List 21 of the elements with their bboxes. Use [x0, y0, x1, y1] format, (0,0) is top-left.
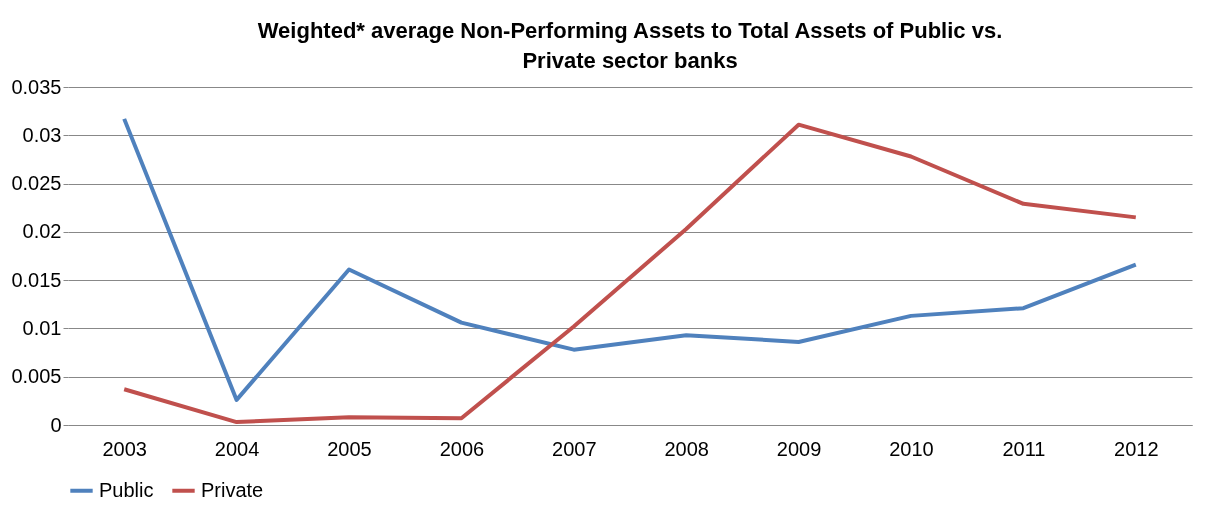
x-tick-label: 2005: [327, 437, 372, 460]
x-tick-label: 2009: [776, 437, 822, 460]
x-tick-label: 2008: [664, 437, 709, 460]
x-tick-label: 2003: [102, 437, 147, 460]
x-tick-label: 2006: [439, 437, 485, 460]
x-tick-label: 2004: [214, 437, 260, 460]
y-tick-label: 0.005: [11, 365, 62, 388]
y-tick-label: 0.02: [22, 220, 62, 243]
chart-title: Weighted* average Non-Performing Assets to Total Assets of Public vs. Private sector banks: [257, 18, 1003, 73]
legend-label: Private: [201, 478, 264, 501]
y-tick-label: 0: [50, 413, 62, 436]
y-tick-label: 0.015: [11, 268, 62, 291]
legend-label: Public: [99, 478, 154, 501]
y-tick-label: 0.025: [11, 172, 62, 195]
y-tick-label: 0.01: [22, 316, 62, 339]
x-tick-label: 2010: [889, 437, 934, 460]
x-tick-label: 2012: [1114, 437, 1159, 460]
y-tick-label: 0.035: [11, 75, 62, 98]
x-tick-label: 2011: [1002, 437, 1046, 460]
x-tick-label: 2007: [552, 437, 597, 460]
y-tick-label: 0.03: [22, 123, 62, 146]
